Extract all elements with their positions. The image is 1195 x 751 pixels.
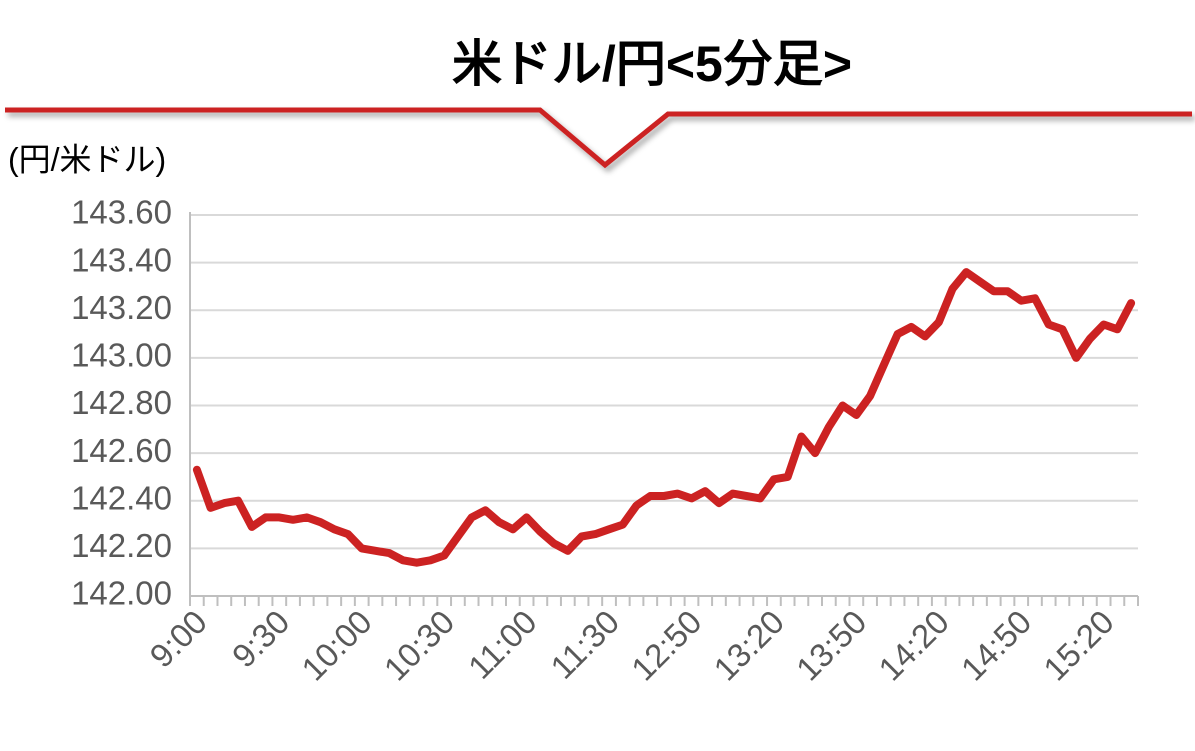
x-tick-label: 9:00 (142, 603, 214, 675)
x-tick-label: 13:20 (706, 603, 791, 688)
y-tick-label: 143.60 (71, 194, 172, 231)
y-tick-label: 143.40 (71, 241, 172, 278)
x-tick-label: 14:20 (871, 603, 956, 688)
y-axis-label: (円/米ドル) (8, 141, 166, 177)
y-tick-label: 142.20 (71, 527, 172, 564)
y-tick-label: 142.00 (71, 575, 172, 612)
y-tick-label: 143.00 (71, 337, 172, 374)
y-tick-label: 142.80 (71, 384, 172, 421)
x-tick-label: 10:00 (294, 603, 379, 688)
line-series (192, 268, 1136, 567)
x-tick-label: 14:50 (954, 603, 1039, 688)
x-tick-label: 15:20 (1036, 603, 1121, 688)
x-tick-label: 11:30 (543, 603, 626, 686)
x-tick-label: 11:00 (461, 603, 544, 686)
x-tick-label: 13:50 (789, 603, 874, 688)
x-tick-label: 10:30 (377, 603, 462, 688)
title-decoration (5, 107, 1192, 169)
y-tick-label: 142.60 (71, 432, 172, 469)
chart-title: 米ドル/円<5分足> (452, 36, 852, 92)
x-tick-label: 9:30 (225, 603, 297, 675)
y-tick-label: 142.40 (71, 479, 172, 516)
x-tick-label: 12:50 (624, 603, 709, 688)
y-tick-label: 143.20 (71, 289, 172, 326)
